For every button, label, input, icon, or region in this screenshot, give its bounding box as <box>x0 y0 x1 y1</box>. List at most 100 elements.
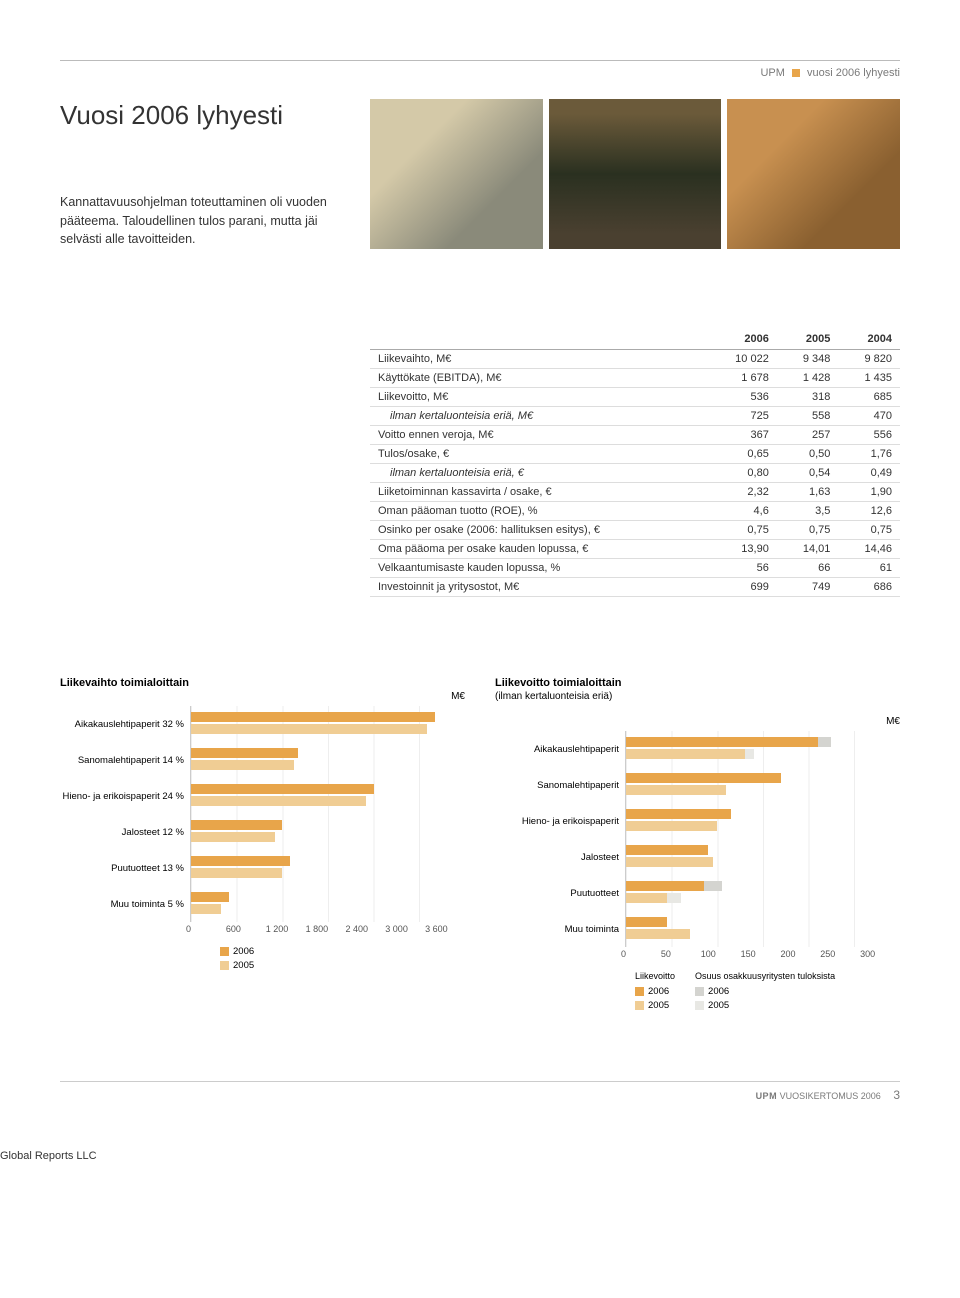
chart-revenue-title: Liikevaihto toimialoittain <box>60 677 465 689</box>
bar-2005 <box>626 821 717 831</box>
legend-item: 2005 <box>695 1000 835 1011</box>
table-row-label: Voitto ennen veroja, M€ <box>370 426 707 445</box>
table-cell: 1 678 <box>707 369 777 388</box>
page-title: Vuosi 2006 lyhyesti <box>60 99 340 133</box>
bar-label: Aikakauslehtipaperit 32 % <box>60 719 190 730</box>
table-cell: 0,65 <box>707 445 777 464</box>
legend-item: 2006 <box>220 946 254 957</box>
top-row: Vuosi 2006 lyhyesti Kannattavuusohjelman… <box>60 99 900 249</box>
bar-2005 <box>191 760 294 770</box>
legend-swatch-icon <box>220 961 229 970</box>
table-cell: 14,46 <box>838 540 900 559</box>
table-row: Oman pääoman tuotto (ROE), %4,63,512,6 <box>370 502 900 521</box>
bar-label: Sanomalehtipaperit <box>495 780 625 791</box>
table-cell: 0,75 <box>838 521 900 540</box>
bar-2005 <box>626 857 713 867</box>
table-row: Liiketoiminnan kassavirta / osake, €2,32… <box>370 483 900 502</box>
bar-2005 <box>191 724 427 734</box>
intro-text: Kannattavuusohjelman toteuttaminen oli v… <box>60 193 340 249</box>
table-row-label: Investoinnit ja yritysostot, M€ <box>370 578 707 597</box>
table-cell: 1,63 <box>777 483 839 502</box>
bar-row: Sanomalehtipaperit 14 % <box>60 742 465 778</box>
chart-profit: Liikevoitto toimialoittain (ilman kertal… <box>495 677 900 1011</box>
table-row: Liikevoitto, M€536318685 <box>370 388 900 407</box>
bar-area <box>625 767 900 803</box>
table-cell: 0,75 <box>707 521 777 540</box>
bar-label: Jalosteet <box>495 852 625 863</box>
x-tick: 300 <box>860 949 900 959</box>
table-cell: 536 <box>707 388 777 407</box>
legend-label: 2005 <box>708 1000 729 1011</box>
table-row-label: Tulos/osake, € <box>370 445 707 464</box>
bar-row: Muu toiminta 5 % <box>60 886 465 922</box>
table-cell: 257 <box>777 426 839 445</box>
chart-profit-subtitle: (ilman kertaluonteisia eriä) <box>495 691 900 702</box>
table-cell: 3,5 <box>777 502 839 521</box>
bar-2005 <box>191 868 282 878</box>
table-cell: 10 022 <box>707 350 777 369</box>
table-row: Investoinnit ja yritysostot, M€699749686 <box>370 578 900 597</box>
table-row-label: Oman pääoman tuotto (ROE), % <box>370 502 707 521</box>
table-row: Tulos/osake, €0,650,501,76 <box>370 445 900 464</box>
legend-label: 2006 <box>708 986 729 997</box>
bar-label: Puutuotteet 13 % <box>60 863 190 874</box>
legend-item: 2005 <box>635 1000 675 1011</box>
bar-area <box>190 886 465 922</box>
x-tick: 3 600 <box>425 924 465 934</box>
table-row: Osinko per osake (2006: hallituksen esit… <box>370 521 900 540</box>
bar-2006 <box>626 917 667 927</box>
bar-area <box>625 731 900 767</box>
title-block: Vuosi 2006 lyhyesti Kannattavuusohjelman… <box>60 99 340 249</box>
bar-row: Sanomalehtipaperit <box>495 767 900 803</box>
table-row-label: Osinko per osake (2006: hallituksen esit… <box>370 521 707 540</box>
table-row: Velkaantumisaste kauden lopussa, %566661 <box>370 559 900 578</box>
image-magazines <box>370 99 543 249</box>
table-cell: 0,75 <box>777 521 839 540</box>
table-cell: 1,76 <box>838 445 900 464</box>
bar-2005 <box>626 749 745 759</box>
footer-brand: UPM <box>756 1091 778 1101</box>
global-reports-label: Global Reports LLC <box>0 1150 97 1162</box>
bar-area <box>625 803 900 839</box>
bar-label: Hieno- ja erikoispaperit <box>495 816 625 827</box>
header-square-icon <box>792 69 800 77</box>
bar-2006 <box>191 892 229 902</box>
table-cell: 0,80 <box>707 464 777 483</box>
financial-table-wrap: 200620052004 Liikevaihto, M€10 0229 3489… <box>370 329 900 597</box>
bar-2006 <box>626 737 818 747</box>
x-tick: 600 <box>226 924 266 934</box>
header-brand: UPM <box>760 67 784 79</box>
bar-2005 <box>626 785 726 795</box>
table-row: ilman kertaluonteisia eriä, €0,800,540,4… <box>370 464 900 483</box>
bar-share-2006 <box>704 881 722 891</box>
legend-title: Osuus osakkuusyritysten tuloksista <box>695 971 835 981</box>
x-tick: 0 <box>186 924 226 934</box>
table-cell: 1 435 <box>838 369 900 388</box>
table-row-label: Liikevaihto, M€ <box>370 350 707 369</box>
header-tag: vuosi 2006 lyhyesti <box>807 67 900 79</box>
image-wood-panel <box>727 99 900 249</box>
table-cell: 0,49 <box>838 464 900 483</box>
bar-label: Hieno- ja erikoispaperit 24 % <box>60 791 190 802</box>
bar-2005 <box>191 904 221 914</box>
table-row: ilman kertaluonteisia eriä, M€725558470 <box>370 407 900 426</box>
bar-row: Jalosteet <box>495 839 900 875</box>
x-tick: 1 800 <box>306 924 346 934</box>
table-cell: 61 <box>838 559 900 578</box>
table-cell: 2,32 <box>707 483 777 502</box>
table-cell: 56 <box>707 559 777 578</box>
x-tick: 250 <box>820 949 860 959</box>
table-cell: 1 428 <box>777 369 839 388</box>
legend-swatch-icon <box>220 947 229 956</box>
x-tick: 2 400 <box>345 924 385 934</box>
bar-row: Muu toiminta <box>495 911 900 947</box>
footer: UPM VUOSIKERTOMUS 2006 3 <box>60 1081 900 1102</box>
bar-row: Hieno- ja erikoispaperit <box>495 803 900 839</box>
legend-label: 2006 <box>648 986 669 997</box>
page: UPM vuosi 2006 lyhyesti Vuosi 2006 lyhye… <box>0 60 960 1142</box>
table-cell: 12,6 <box>838 502 900 521</box>
bar-row: Jalosteet 12 % <box>60 814 465 850</box>
chart-revenue: Liikevaihto toimialoittain M€ Aikakausle… <box>60 677 465 1011</box>
bar-area <box>625 839 900 875</box>
bar-area <box>190 706 465 742</box>
